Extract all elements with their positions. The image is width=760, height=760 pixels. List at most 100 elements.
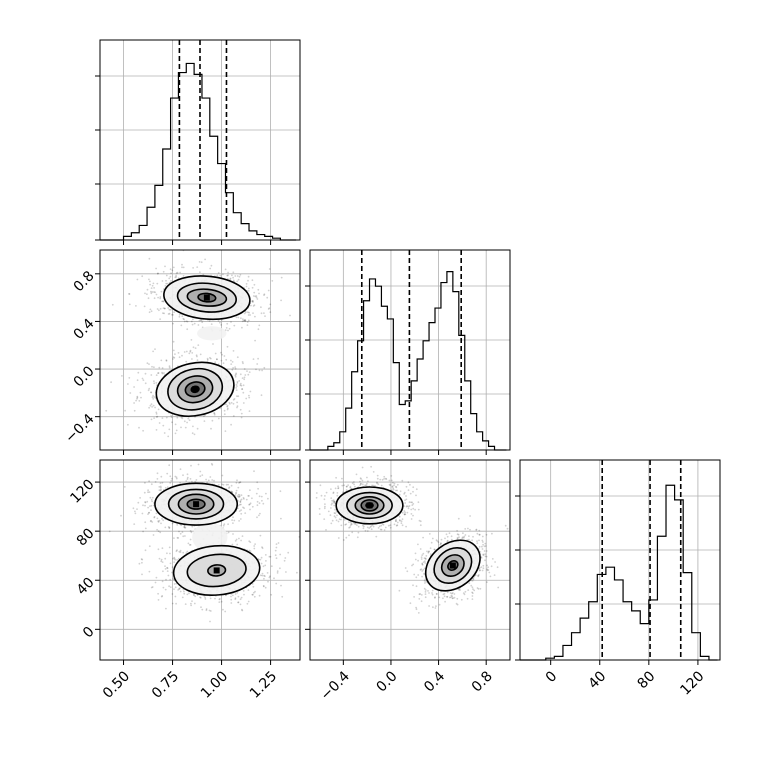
scatter-point [267, 308, 270, 310]
scatter-point [186, 550, 189, 553]
contour-line [167, 367, 224, 411]
scatter-point [371, 524, 374, 527]
scatter-point [182, 266, 185, 269]
scatter-point [185, 480, 188, 482]
scatter-point [182, 317, 185, 320]
scatter-point [174, 595, 177, 598]
scatter-point [337, 520, 340, 523]
scatter-point [252, 301, 254, 303]
scatter-point [238, 503, 241, 506]
scatter-point [385, 478, 388, 480]
scatter-point [351, 531, 354, 534]
scatter-point [128, 293, 131, 295]
scatter-point [182, 535, 185, 538]
scatter-point [234, 366, 237, 368]
scatter-point [405, 495, 407, 497]
scatter-point [175, 272, 178, 274]
scatter-point [201, 608, 204, 611]
scatter-point [247, 589, 250, 591]
scatter-point [415, 585, 418, 588]
scatter-point [176, 524, 179, 526]
scatter-point [186, 328, 189, 331]
scatter-point [418, 593, 421, 596]
scatter-point [232, 271, 235, 274]
scatter-point [420, 558, 423, 560]
scatter-point [241, 326, 243, 329]
scatter-point [261, 499, 263, 502]
scatter-point [392, 488, 395, 491]
scatter-point [251, 286, 254, 289]
scatter-point [141, 377, 144, 380]
scatter-point [128, 303, 131, 306]
scatter-point [210, 427, 212, 430]
scatter-point [357, 531, 360, 534]
scatter-point [263, 577, 265, 580]
scatter-point [506, 527, 509, 530]
scatter-point [259, 512, 261, 515]
scatter-point [243, 319, 245, 322]
scatter-point [403, 510, 406, 512]
scatter-point [478, 567, 481, 569]
scatter-point [232, 350, 235, 352]
scatter-point [236, 385, 238, 387]
scatter-point [139, 391, 142, 394]
scatter-point [252, 593, 254, 596]
scatter-point [401, 524, 404, 527]
scatter-point [166, 552, 168, 555]
panel-frame [99, 39, 301, 241]
scatter-point [337, 487, 340, 489]
scatter-point [229, 403, 231, 405]
scatter-point [144, 292, 146, 295]
scatter-point [415, 494, 417, 497]
scatter-point [156, 282, 159, 285]
scatter-point [161, 547, 164, 550]
scatter-point [337, 485, 339, 488]
scatter-point [152, 394, 155, 397]
scatter-point [168, 527, 171, 529]
scatter-point [209, 476, 212, 478]
scatter-point [276, 570, 279, 573]
scatter-point [353, 522, 356, 525]
scatter-point [343, 484, 345, 487]
scatter-point [199, 271, 201, 274]
scatter-point [161, 367, 164, 369]
scatter-point [141, 561, 143, 564]
scatter-point [240, 412, 243, 415]
scatter-point [413, 596, 415, 598]
scatter-point [468, 538, 470, 541]
scatter-point [405, 485, 408, 488]
scatter-point [196, 427, 199, 430]
scatter-point [342, 539, 345, 541]
scatter-point [161, 371, 163, 374]
scatter-point [225, 483, 228, 486]
scatter-point [403, 513, 406, 516]
scatter-point [395, 518, 397, 521]
scatter-point [227, 483, 230, 486]
scatter-point [162, 312, 164, 314]
scatter-point [218, 484, 220, 486]
scatter-point [227, 329, 229, 332]
scatter-point [183, 526, 186, 528]
scatter-point [235, 491, 238, 494]
scatter-point [176, 416, 179, 419]
scatter-point [218, 598, 221, 601]
contour-line [176, 375, 214, 404]
scatter-point [332, 499, 335, 501]
scatter-point [280, 276, 283, 279]
scatter-point [231, 361, 234, 363]
scatter-point [169, 578, 172, 581]
scatter-point [169, 275, 172, 278]
scatter-point [175, 274, 178, 277]
scatter-point [168, 277, 171, 280]
contour-line [186, 553, 247, 588]
scatter-point [412, 514, 414, 517]
scatter-point [189, 349, 192, 352]
scatter-point [148, 363, 150, 365]
scatter-point [445, 533, 448, 536]
scatter-point [248, 503, 251, 506]
scatter-point [128, 293, 130, 295]
scatter-point [165, 416, 168, 419]
scatter-point [234, 275, 237, 277]
scatter-point [401, 511, 404, 514]
scatter-point [396, 483, 399, 486]
